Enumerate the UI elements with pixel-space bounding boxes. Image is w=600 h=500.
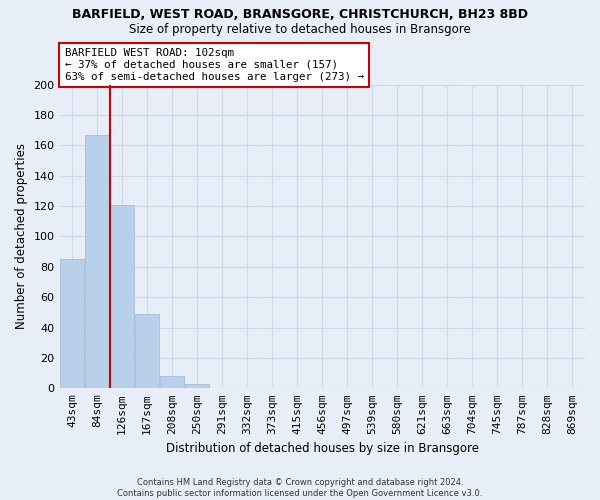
Bar xyxy=(135,314,159,388)
Bar xyxy=(85,134,109,388)
Text: Contains HM Land Registry data © Crown copyright and database right 2024.
Contai: Contains HM Land Registry data © Crown c… xyxy=(118,478,482,498)
Bar xyxy=(60,259,84,388)
Text: Size of property relative to detached houses in Bransgore: Size of property relative to detached ho… xyxy=(129,22,471,36)
Text: BARFIELD WEST ROAD: 102sqm
← 37% of detached houses are smaller (157)
63% of sem: BARFIELD WEST ROAD: 102sqm ← 37% of deta… xyxy=(65,48,364,82)
Bar xyxy=(160,376,184,388)
Text: BARFIELD, WEST ROAD, BRANSGORE, CHRISTCHURCH, BH23 8BD: BARFIELD, WEST ROAD, BRANSGORE, CHRISTCH… xyxy=(72,8,528,20)
X-axis label: Distribution of detached houses by size in Bransgore: Distribution of detached houses by size … xyxy=(166,442,479,455)
Bar xyxy=(185,384,209,388)
Y-axis label: Number of detached properties: Number of detached properties xyxy=(15,144,28,330)
Bar xyxy=(110,204,134,388)
